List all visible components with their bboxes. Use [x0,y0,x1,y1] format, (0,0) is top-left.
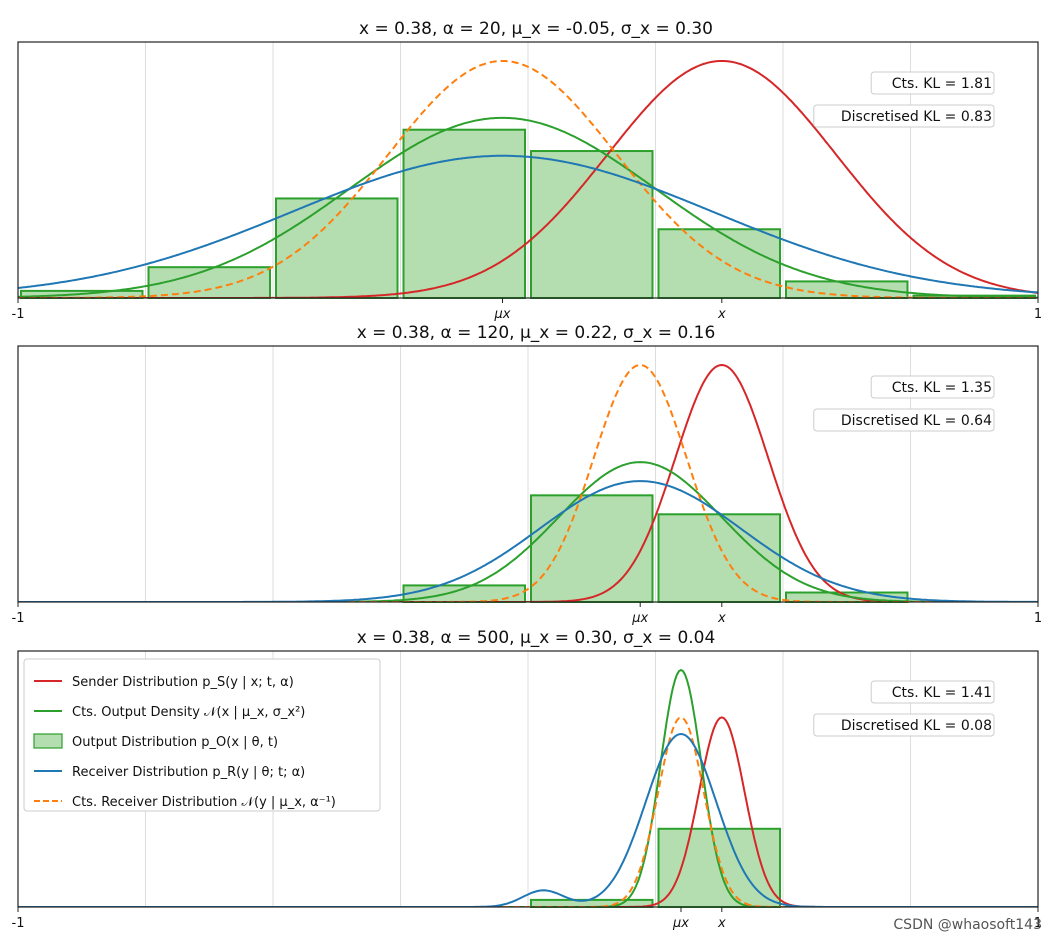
legend-label: Cts. Receiver Distribution 𝒩(y | μ_x, α⁻… [72,795,336,810]
output-bin-bar [147,266,271,299]
kl-annotation: Cts. KL = 1.35 [892,380,992,396]
kl-annotation-box [813,713,995,737]
receiver-curve [18,480,1038,602]
output-curve [18,461,1038,602]
x-marker-label: x [717,307,726,322]
kl-annotation: Discretised KL = 0.08 [841,718,992,734]
kl-annotation: Cts. KL = 1.81 [892,76,992,92]
x-tick-label: -1 [12,916,25,931]
kl-annotation-box [870,71,995,95]
x-marker-label: μx [494,307,511,322]
kl-annotation: Cts. KL = 1.41 [892,685,992,701]
chart-panel-2: x = 0.38, α = 120, μ_x = 0.22, σ_x = 0.1… [12,323,1043,626]
cts_receiver-curve [18,60,1038,298]
cts_receiver-curve [18,363,1038,602]
x-marker-label: x [717,611,726,626]
chart-panel-1: x = 0.38, α = 20, μ_x = -0.05, σ_x = 0.3… [12,19,1043,322]
x-tick-label: 1 [1034,611,1042,626]
chart-title: x = 0.38, α = 500, μ_x = 0.30, σ_x = 0.0… [357,628,716,648]
output-bin-bar [530,494,654,604]
output-bin-bar [657,513,781,604]
output-bin-bar [657,228,781,299]
x-tick-label: -1 [12,307,25,322]
legend-label: Sender Distribution p_S(y | x; t, α) [72,675,294,690]
legend-swatch [33,733,63,749]
watermark-text: CSDN @whaosoft143 [893,917,1042,933]
chart-panel-3: x = 0.38, α = 500, μ_x = 0.30, σ_x = 0.0… [12,628,1043,931]
output-bin-bar [275,197,399,299]
sender-curve [18,60,1038,298]
chart-title: x = 0.38, α = 20, μ_x = -0.05, σ_x = 0.3… [359,19,713,39]
axes-frame [17,345,1039,603]
legend-label: Receiver Distribution p_R(y | θ; t; α) [72,765,305,780]
kl-annotation-box [813,104,995,128]
receiver-curve [18,154,1038,294]
x-marker-label: μx [672,916,689,931]
x-tick-label: -1 [12,611,25,626]
kl-annotation: Discretised KL = 0.64 [841,413,992,429]
legend-label: Cts. Output Density 𝒩(x | μ_x, σ_x²) [72,705,305,720]
legend-label: Output Distribution p_O(x | θ, t) [72,735,278,750]
sender-curve [18,363,1038,602]
receiver-curve [18,732,1038,907]
x-marker-label: x [717,916,726,931]
x-tick-label: 1 [1034,916,1042,931]
axes-frame [17,41,1039,299]
x-marker-label: μx [631,611,648,626]
kl-annotation: Discretised KL = 0.83 [841,109,992,125]
output-curve [18,116,1038,298]
kl-annotation-box [813,408,995,432]
kl-annotation-box [870,680,995,704]
kl-annotation-box [870,375,995,399]
axes-frame [17,650,1039,908]
legend-box [23,658,381,812]
chart-title: x = 0.38, α = 120, μ_x = 0.22, σ_x = 0.1… [357,323,716,343]
x-tick-label: 1 [1034,307,1042,322]
